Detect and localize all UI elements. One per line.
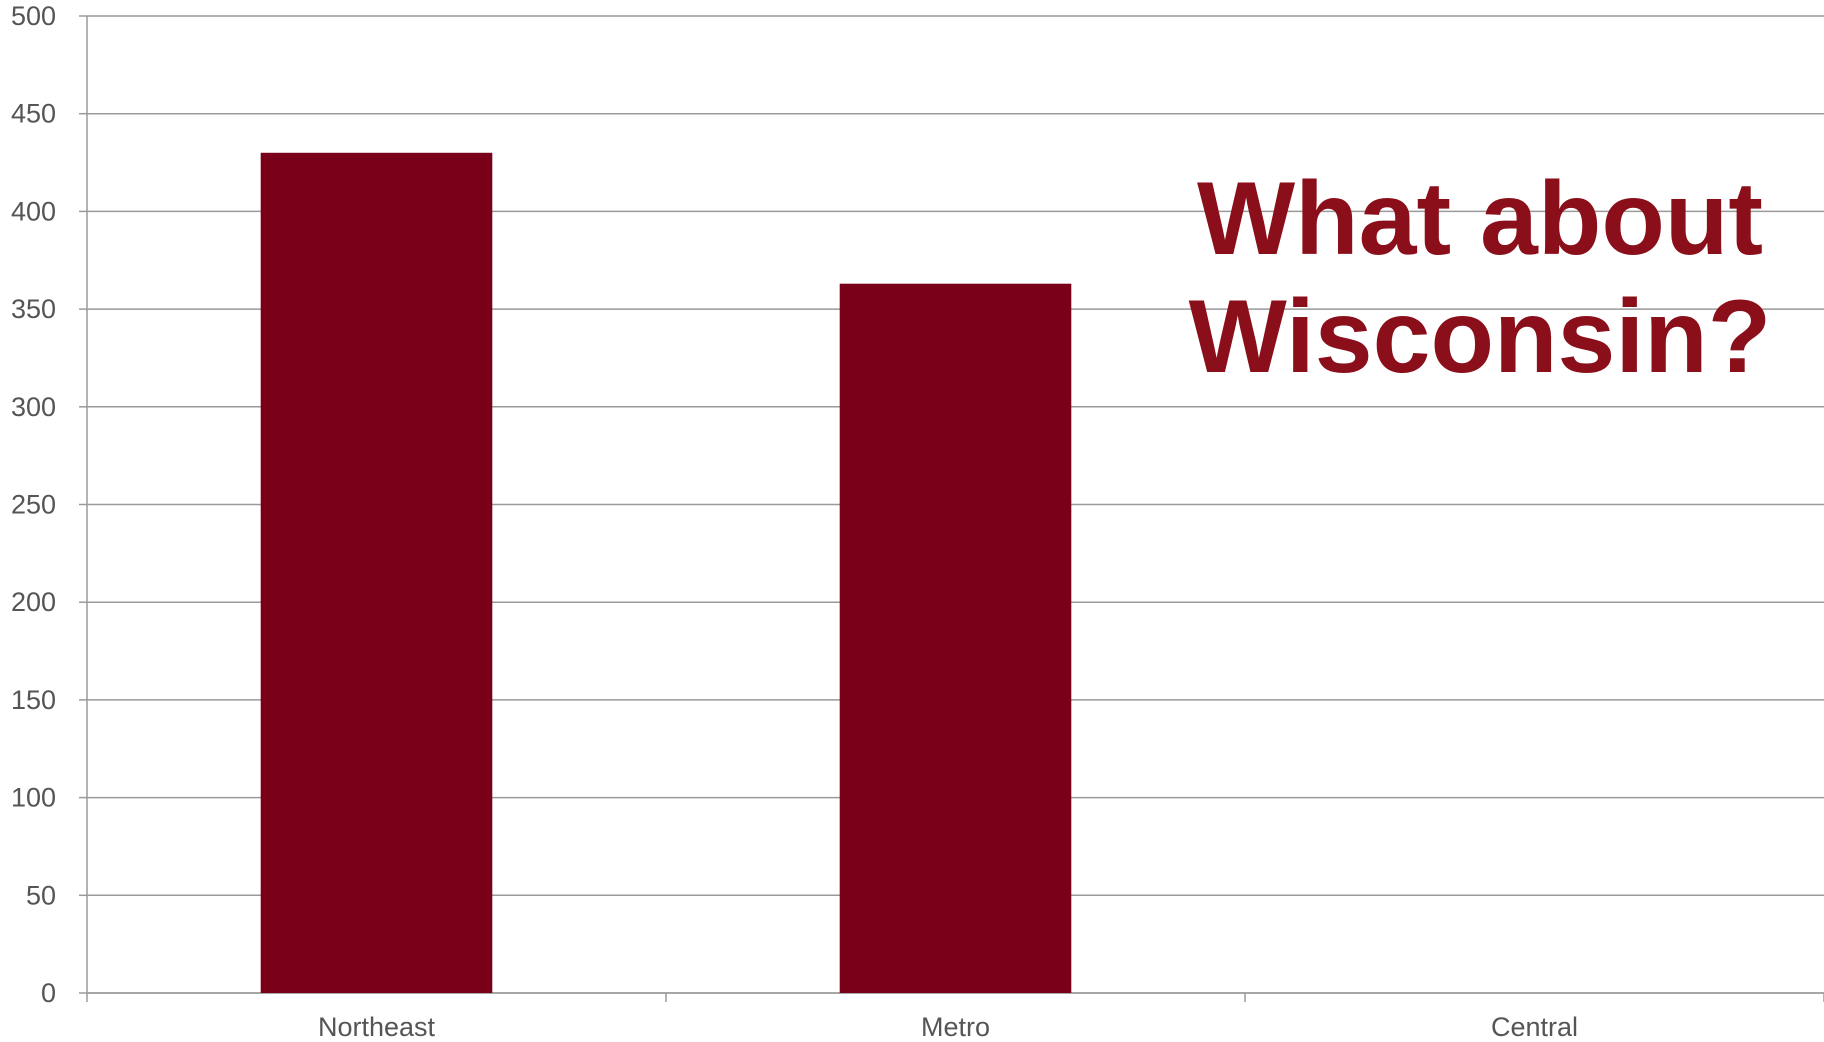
bar-northeast [260,152,493,993]
bar-metro [839,283,1072,993]
y-tick-label: 450 [11,99,56,129]
y-tick-label: 200 [11,587,56,617]
y-tick-label: 50 [26,880,56,910]
x-tick-label: Metro [921,1012,990,1042]
chart-annotation: What about Wisconsin? [1160,160,1800,396]
y-tick-label: 400 [11,196,56,226]
y-tick-label: 100 [11,783,56,813]
x-tick-label: Northeast [318,1012,436,1042]
y-tick-label: 500 [11,1,56,31]
x-tick-label: Central [1491,1012,1578,1042]
y-tick-label: 250 [11,490,56,520]
y-tick-label: 150 [11,685,56,715]
annotation-line-2: Wisconsin? [1188,279,1772,395]
y-tick-label: 0 [41,978,56,1008]
y-tick-label: 350 [11,294,56,324]
annotation-line-1: What about [1196,161,1764,277]
y-tick-label: 300 [11,392,56,422]
